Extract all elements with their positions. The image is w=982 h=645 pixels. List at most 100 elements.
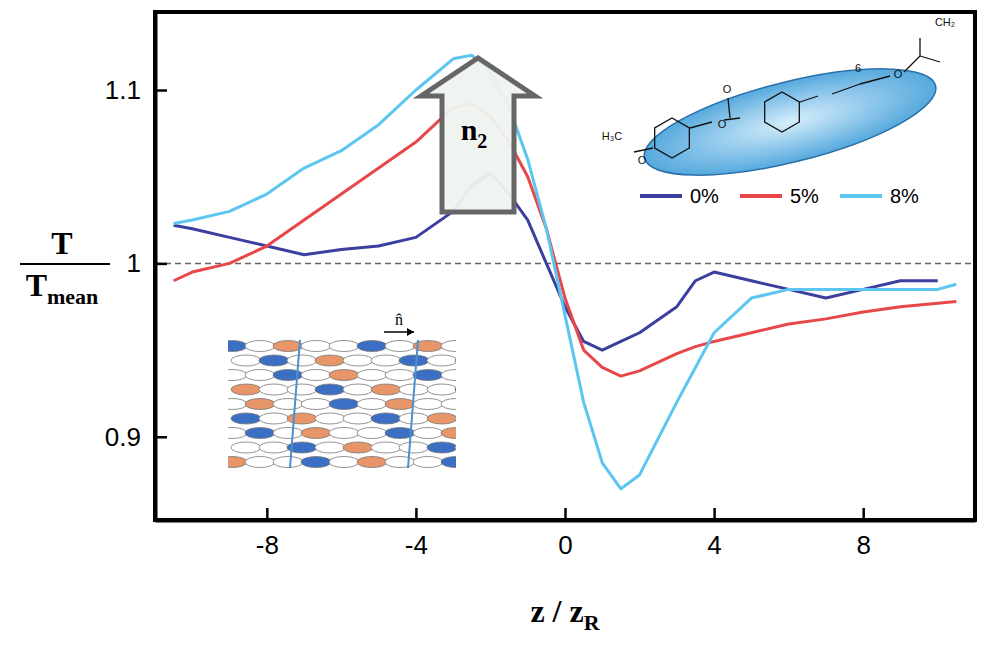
y-tick-label: 0.9 <box>105 422 141 452</box>
molecule: H₃COOO6OCH₂ <box>602 16 955 197</box>
bond <box>919 38 920 56</box>
inset-layer-line <box>408 340 418 468</box>
inset-molecule <box>455 442 456 453</box>
inset-molecule <box>455 413 456 424</box>
n2-arrow <box>421 58 535 212</box>
inset-molecule <box>287 355 317 366</box>
bond <box>690 122 712 128</box>
molecule-label: CH₂ <box>935 16 955 28</box>
inset-molecule <box>455 355 456 366</box>
inset-molecule <box>385 399 415 410</box>
inset-molecule <box>245 428 275 439</box>
bond <box>728 98 730 118</box>
inset-label: n̂ <box>395 311 403 328</box>
molecule-label: 6 <box>855 62 861 74</box>
inset-molecule <box>329 370 359 381</box>
x-tick-label: 8 <box>856 530 870 560</box>
inset-molecule <box>315 413 345 424</box>
chart-root: -8-40480.911.1z / zRTTmeann̂n2H₃COOO6OCH… <box>0 0 982 645</box>
legend-swatch <box>640 194 682 198</box>
x-tick-label: -8 <box>256 530 279 560</box>
inset-molecule <box>273 399 303 410</box>
plot-frame <box>155 12 975 520</box>
y-tick: 0.9 <box>105 422 167 452</box>
inset-molecule <box>399 442 429 453</box>
inset-molecule <box>371 442 401 453</box>
inset-molecule <box>441 370 456 381</box>
inset-molecule <box>231 384 261 395</box>
inset-molecule <box>329 428 359 439</box>
inset-molecule <box>343 384 373 395</box>
arrow-label-main: n <box>461 113 478 146</box>
inset-molecule <box>357 370 387 381</box>
inset-molecule <box>385 341 415 352</box>
legend-label: 0% <box>690 185 719 207</box>
inset-molecule <box>427 384 456 395</box>
inset-molecule <box>228 457 247 468</box>
inset-molecule <box>357 399 387 410</box>
inset-molecule <box>245 370 275 381</box>
inset-molecule <box>301 457 331 468</box>
arrow-label-sub: 2 <box>477 130 487 152</box>
x-tick-label: -4 <box>405 530 428 560</box>
y-tick-label: 1.1 <box>105 75 141 105</box>
inset-molecule <box>441 457 456 468</box>
molecule-ellipse <box>635 47 945 197</box>
inset-molecule <box>315 355 345 366</box>
inset-layer-line <box>290 340 300 468</box>
inset-molecule <box>441 399 456 410</box>
legend-label: 8% <box>890 185 919 207</box>
inset-molecule <box>357 457 387 468</box>
inset-molecule <box>357 428 387 439</box>
inset-molecule <box>441 341 456 352</box>
inset-molecule <box>385 457 415 468</box>
inset-molecule <box>301 370 331 381</box>
inset-molecule <box>273 457 303 468</box>
inset-molecule <box>427 355 456 366</box>
x-axis-title-sub: R <box>584 610 601 635</box>
y-tick: 1.1 <box>105 75 167 105</box>
inset-molecule <box>287 384 317 395</box>
inset-molecule <box>301 399 331 410</box>
y-axis-title-denominator: Tmean <box>26 267 99 309</box>
inset-molecule <box>455 384 456 395</box>
inset-molecule <box>413 399 443 410</box>
inset-molecule <box>329 341 359 352</box>
inset-molecule <box>259 355 289 366</box>
inset-molecule <box>329 457 359 468</box>
inset-molecule <box>231 413 261 424</box>
x-tick: 8 <box>856 508 870 560</box>
inset-molecule <box>413 428 443 439</box>
y-tick-label: 1 <box>127 248 141 278</box>
inset-molecule <box>329 399 359 410</box>
inset-molecule <box>399 355 429 366</box>
molecule-label: O <box>718 118 727 130</box>
inset-molecule <box>259 413 289 424</box>
inset-molecule <box>315 442 345 453</box>
inset-molecule <box>228 370 247 381</box>
inset-molecule <box>245 457 275 468</box>
x-tick: -8 <box>256 508 279 560</box>
arrow-label: n2 <box>461 113 488 152</box>
y-axis-title-denominator-main: T <box>26 267 47 303</box>
inset-ground <box>228 340 456 468</box>
fraction-bar <box>20 263 110 265</box>
inset-molecule <box>228 399 247 410</box>
bond <box>634 148 653 152</box>
chart-svg: -8-40480.911.1z / zRTTmeann̂n2H₃COOO6OCH… <box>0 0 982 645</box>
y-axis: 0.9 1 1.1 <box>105 13 167 521</box>
inset-molecule <box>371 384 401 395</box>
legend-swatch <box>740 194 782 198</box>
y-axis-title-denominator-sub: mean <box>47 284 98 309</box>
x-axis-title-main: z / z <box>530 593 583 629</box>
x-tick: -4 <box>405 508 428 560</box>
inset-molecule <box>231 442 261 453</box>
molecule-label: O <box>638 154 647 166</box>
inset-molecule <box>273 428 303 439</box>
inset-molecule <box>343 413 373 424</box>
inset-molecule <box>343 355 373 366</box>
x-tick: 0 <box>558 508 572 560</box>
reference-line <box>155 263 975 265</box>
inset-molecule <box>231 355 261 366</box>
legend-label: 5% <box>790 185 819 207</box>
